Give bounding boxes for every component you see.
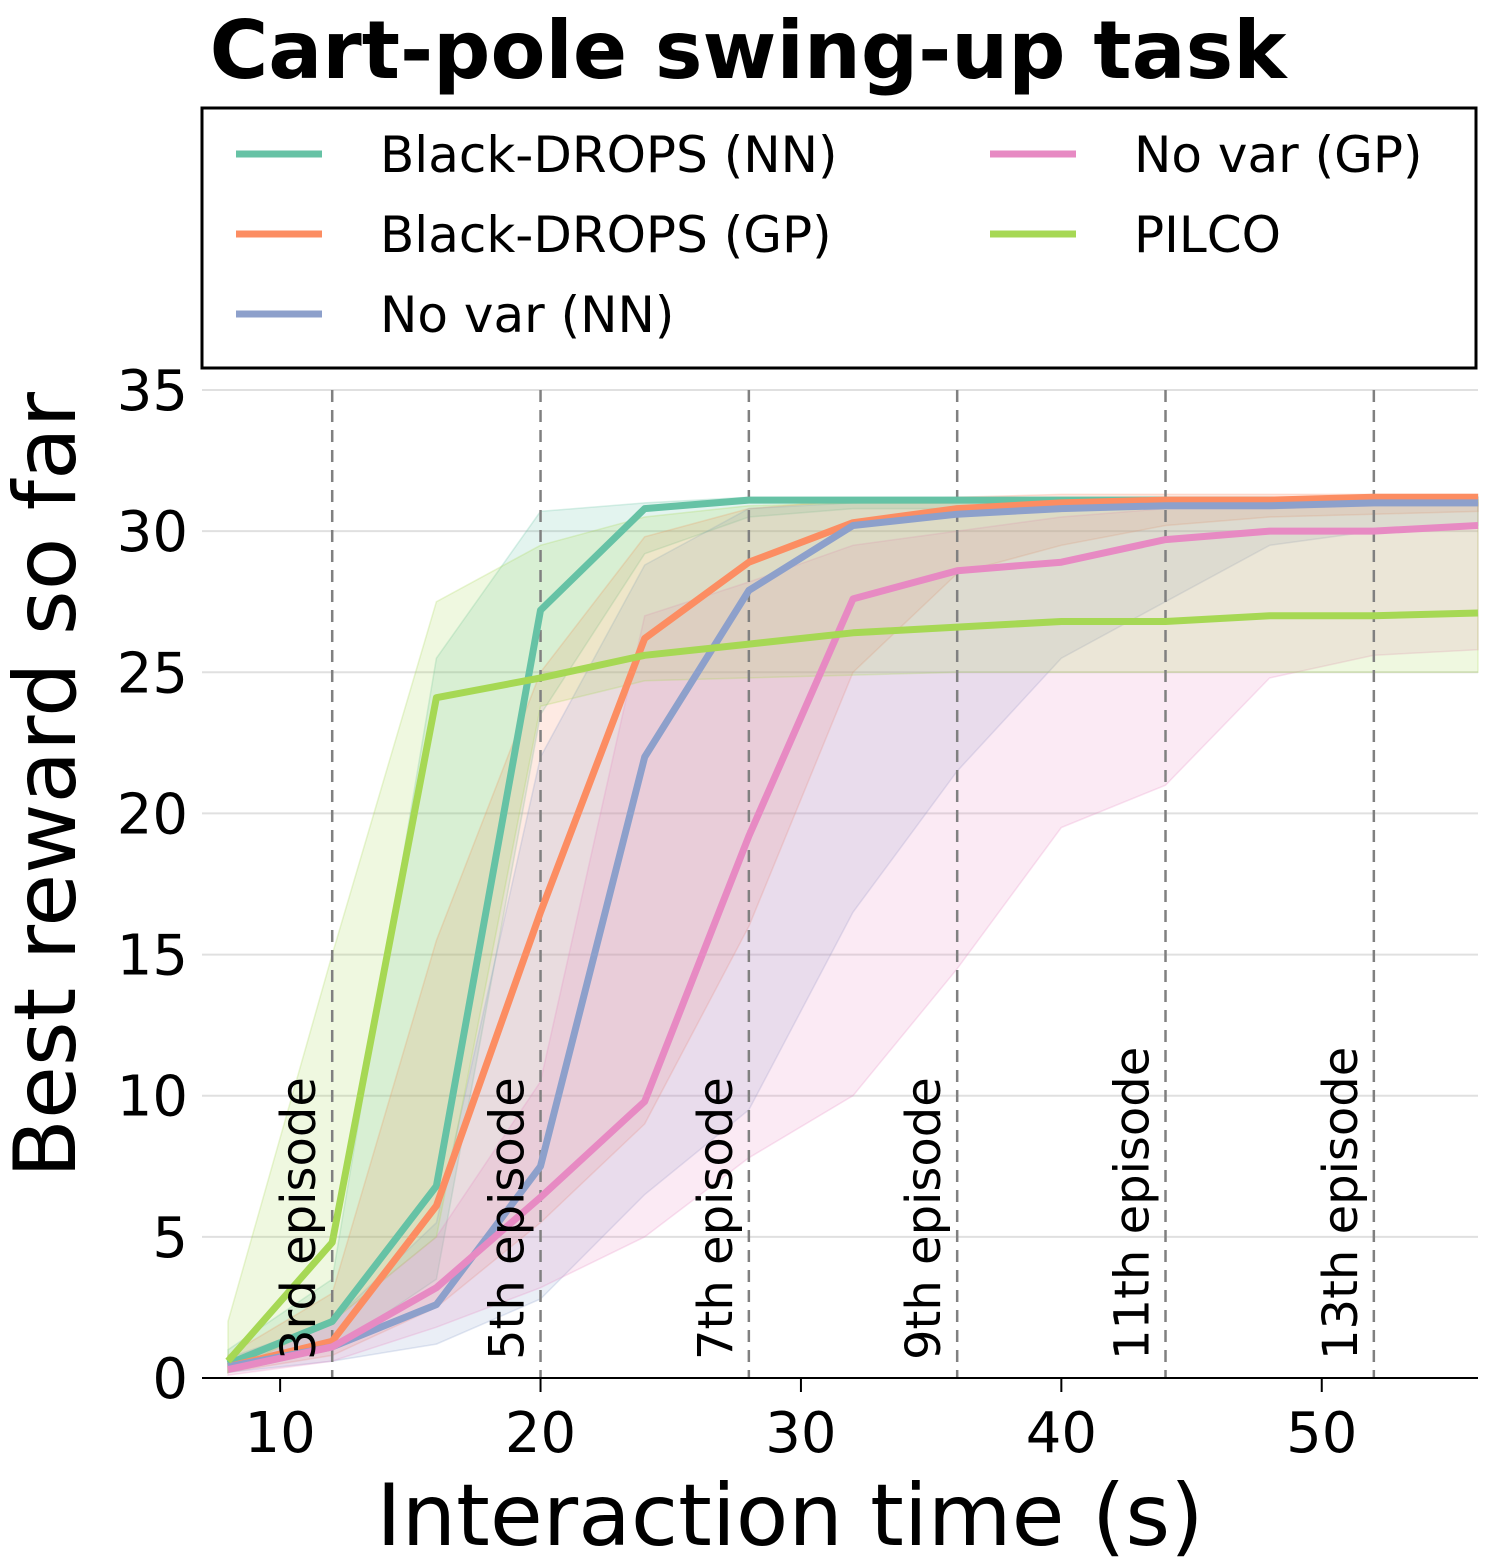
legend: Black-DROPS (NN) Black-DROPS (GP) No var (… xyxy=(200,106,1478,370)
x-axis-label: Interaction time (s) xyxy=(376,1466,1203,1561)
episode-labels-layer: 3rd episode 5th episode 7th episode 9th epi… xyxy=(271,1047,1369,1360)
y-tick-label: 20 xyxy=(117,782,188,847)
episode-label: 3rd episode xyxy=(271,1077,327,1360)
y-tick-label: 15 xyxy=(117,924,188,989)
legend-label: No var (GP) xyxy=(1134,126,1422,184)
y-axis-label: Best reward so far xyxy=(0,391,96,1178)
y-ticks: 0 5 10 15 20 25 30 35 xyxy=(117,359,188,1412)
y-tick-label: 30 xyxy=(117,500,188,565)
x-tick-label: 40 xyxy=(1026,1401,1097,1466)
bands-layer xyxy=(227,493,1479,1377)
line-series-4 xyxy=(225,609,1479,1364)
line-series-3 xyxy=(227,522,1479,1373)
episode-label: 13th episode xyxy=(1313,1047,1369,1360)
legend-label: Black-DROPS (GP) xyxy=(380,206,832,264)
episode-label: 11th episode xyxy=(1105,1047,1161,1360)
episode-lines-layer xyxy=(330,390,1376,1378)
y-tick-label: 35 xyxy=(117,359,188,424)
legend-frame xyxy=(200,106,1478,370)
y-tick-label: 5 xyxy=(152,1206,188,1271)
x-tick-label: 10 xyxy=(244,1401,315,1466)
line-series-2 xyxy=(227,499,1478,1371)
y-tick-label: 10 xyxy=(117,1065,188,1130)
episode-label: 7th episode xyxy=(688,1077,744,1360)
legend-label: PILCO xyxy=(1134,206,1281,264)
legend-label: Black-DROPS (NN) xyxy=(380,126,838,184)
episode-label: 5th episode xyxy=(480,1077,536,1360)
y-tick-label: 0 xyxy=(152,1347,188,1412)
legend-label: No var (NN) xyxy=(380,286,674,344)
x-tick-label: 20 xyxy=(505,1401,576,1466)
chart-title: Cart-pole swing-up task xyxy=(210,4,1289,97)
x-tick-label: 50 xyxy=(1286,1401,1357,1466)
lines-layer xyxy=(225,493,1479,1373)
x-ticks: 10 20 30 40 50 xyxy=(244,1378,1357,1466)
episode-label: 9th episode xyxy=(896,1077,952,1360)
y-tick-label: 25 xyxy=(117,641,188,706)
x-tick-label: 30 xyxy=(765,1401,836,1466)
